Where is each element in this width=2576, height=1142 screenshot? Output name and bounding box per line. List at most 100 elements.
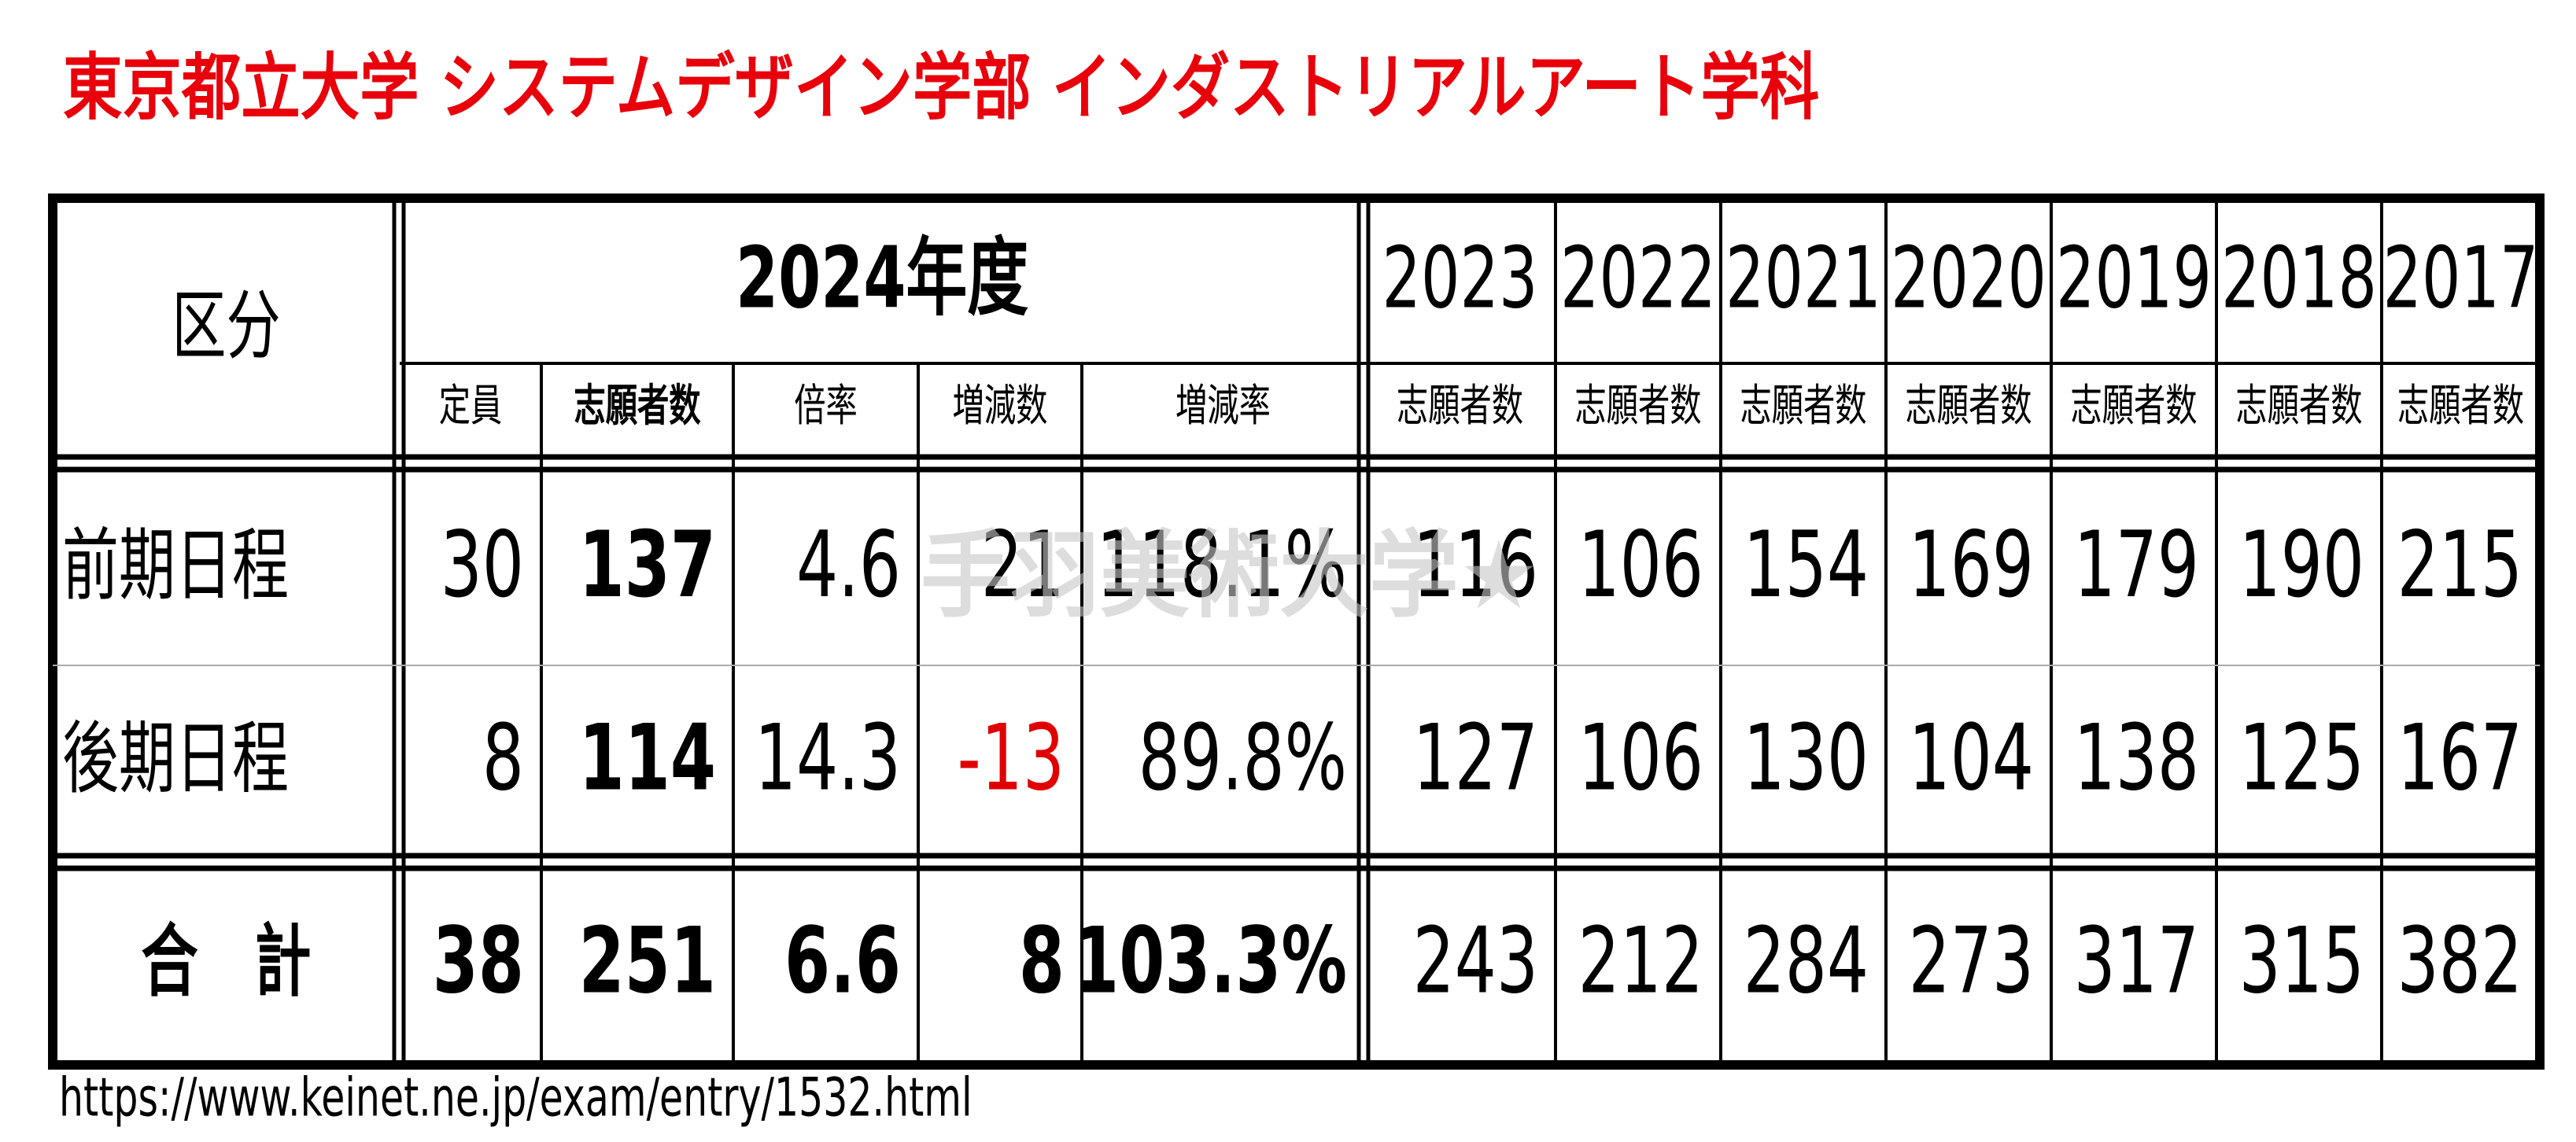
- corner-label-group: 区分: [172, 282, 280, 370]
- cell-value: 118.1%: [1097, 511, 1347, 617]
- year-header: 2017: [2383, 230, 2539, 328]
- row-label: 合 計: [142, 915, 312, 1008]
- sub-header-group: 増減率: [1175, 380, 1271, 431]
- watermark: 手羽美術大学★: [921, 520, 1539, 630]
- cell-value-group: 154: [1744, 511, 1869, 617]
- cell-value: 130: [1744, 705, 1869, 811]
- cell-value-group: 104: [1909, 705, 2034, 811]
- cell-value-group: 212: [1578, 908, 1703, 1014]
- cell-value: 190: [2239, 511, 2364, 617]
- year-header: 2021: [1725, 230, 1881, 328]
- sub-header: 志願者数: [1905, 380, 2032, 431]
- sub-header: 増減率: [1175, 380, 1271, 431]
- cell-value-group: 251: [579, 908, 716, 1014]
- row-label: 前期日程: [62, 519, 289, 611]
- sub-header-group: 増減数: [953, 380, 1048, 431]
- sub-header: 志願者数: [1397, 380, 1523, 431]
- sub-header: 志願者数: [1740, 380, 1866, 431]
- cell-value-group: 89.8%: [1139, 705, 1347, 811]
- cell-value-group: 179: [2074, 511, 2199, 617]
- cell-value: 138: [2074, 705, 2199, 811]
- cell-value-group: 127: [1413, 705, 1538, 811]
- cell-value-group: 167: [2397, 705, 2522, 811]
- cell-value: 315: [2239, 908, 2364, 1014]
- cell-value: 169: [1909, 511, 2034, 617]
- cell-value: 154: [1744, 511, 1869, 617]
- sub-header: 志願者数: [2235, 380, 2362, 431]
- corner-label: 区分: [172, 282, 280, 370]
- title: 東京都立大学 システムデザイン学部 インダストリアルアート学科: [63, 46, 1819, 130]
- cell-value: 284: [1744, 908, 1869, 1014]
- cell-value-group: 315: [2239, 908, 2364, 1014]
- cell-value: 317: [2074, 908, 2199, 1014]
- sub-header-group: 定員: [439, 380, 503, 431]
- cell-value-group: 190: [2239, 511, 2364, 617]
- watermark-group: 手羽美術大学★: [921, 520, 1539, 630]
- cell-value: 114: [579, 705, 716, 811]
- sub-header-group: 倍率: [794, 380, 858, 431]
- cell-value: 8: [482, 705, 524, 811]
- cell-value: 8: [1019, 908, 1065, 1014]
- sub-header: 志願者数: [574, 380, 700, 431]
- sub-header-group: 志願者数: [2397, 380, 2524, 431]
- main-year: 2024年度: [736, 230, 1028, 328]
- cell-value-group: 243: [1413, 908, 1538, 1014]
- cell-value: 6.6: [784, 908, 901, 1014]
- sub-header-group: 志願者数: [1574, 380, 1701, 431]
- year-header: 2022: [1560, 230, 1716, 328]
- cell-value-group: 273: [1909, 908, 2034, 1014]
- year-header: 2020: [1891, 230, 2046, 328]
- title-group: 東京都立大学 システムデザイン学部 インダストリアルアート学科: [63, 46, 1819, 130]
- cell-value-group: 382: [2397, 908, 2522, 1014]
- sub-header: 志願者数: [1574, 380, 1701, 431]
- cell-value: 106: [1578, 705, 1703, 811]
- cell-value: 215: [2397, 511, 2522, 617]
- cell-value: 179: [2074, 511, 2199, 617]
- cell-value: 212: [1578, 908, 1703, 1014]
- table-grid: [48, 193, 2545, 1070]
- sub-header: 志願者数: [2397, 380, 2524, 431]
- cell-value: 21: [981, 511, 1065, 617]
- cell-value-group: 8: [482, 705, 524, 811]
- cell-value-group: 317: [2074, 908, 2199, 1014]
- cell-value: 167: [2397, 705, 2522, 811]
- year-header-group: 2023: [1382, 230, 1538, 328]
- cell-value: 14.3: [755, 705, 901, 811]
- cell-value: 127: [1413, 705, 1538, 811]
- row-label-group: 前期日程: [62, 519, 289, 611]
- cell-value: 38: [433, 908, 524, 1014]
- year-header-group: 2020: [1891, 230, 2046, 328]
- year-header-group: 2019: [2056, 230, 2212, 328]
- sub-header-group: 志願者数: [2070, 380, 2197, 431]
- cell-value-group: 103.3%: [1073, 908, 1347, 1014]
- cell-value-group: 14.3: [755, 705, 901, 811]
- row-label: 後期日程: [62, 713, 289, 805]
- cell-value: 104: [1909, 705, 2034, 811]
- cell-value-group: 8: [1019, 908, 1065, 1014]
- year-header-group: 2021: [1725, 230, 1881, 328]
- cell-value-group: 215: [2397, 511, 2522, 617]
- sub-header: 志願者数: [2070, 380, 2197, 431]
- cell-value-group: 38: [433, 908, 524, 1014]
- year-header: 2023: [1382, 230, 1538, 328]
- cell-value: 273: [1909, 908, 2034, 1014]
- sub-header-group: 志願者数: [1905, 380, 2032, 431]
- sub-header-group: 志願者数: [1740, 380, 1866, 431]
- year-header-group: 2018: [2221, 230, 2377, 328]
- cell-value: 106: [1578, 511, 1703, 617]
- cell-value-group: 114: [579, 705, 716, 811]
- cell-value: 382: [2397, 908, 2522, 1014]
- cell-value-group: 138: [2074, 705, 2199, 811]
- cell-value-group: 30: [441, 511, 524, 617]
- cell-value-group: 21: [981, 511, 1065, 617]
- cell-value-group: 284: [1744, 908, 1869, 1014]
- cell-value-group: 106: [1578, 511, 1703, 617]
- sub-header: 増減数: [953, 380, 1048, 431]
- sub-header: 倍率: [794, 380, 858, 431]
- source-url: https://www.keinet.ne.jp/exam/entry/1532…: [59, 1066, 972, 1128]
- cell-value: 103.3%: [1073, 908, 1347, 1014]
- sub-header-group: 志願者数: [2235, 380, 2362, 431]
- cell-value-group: 4.6: [796, 511, 901, 617]
